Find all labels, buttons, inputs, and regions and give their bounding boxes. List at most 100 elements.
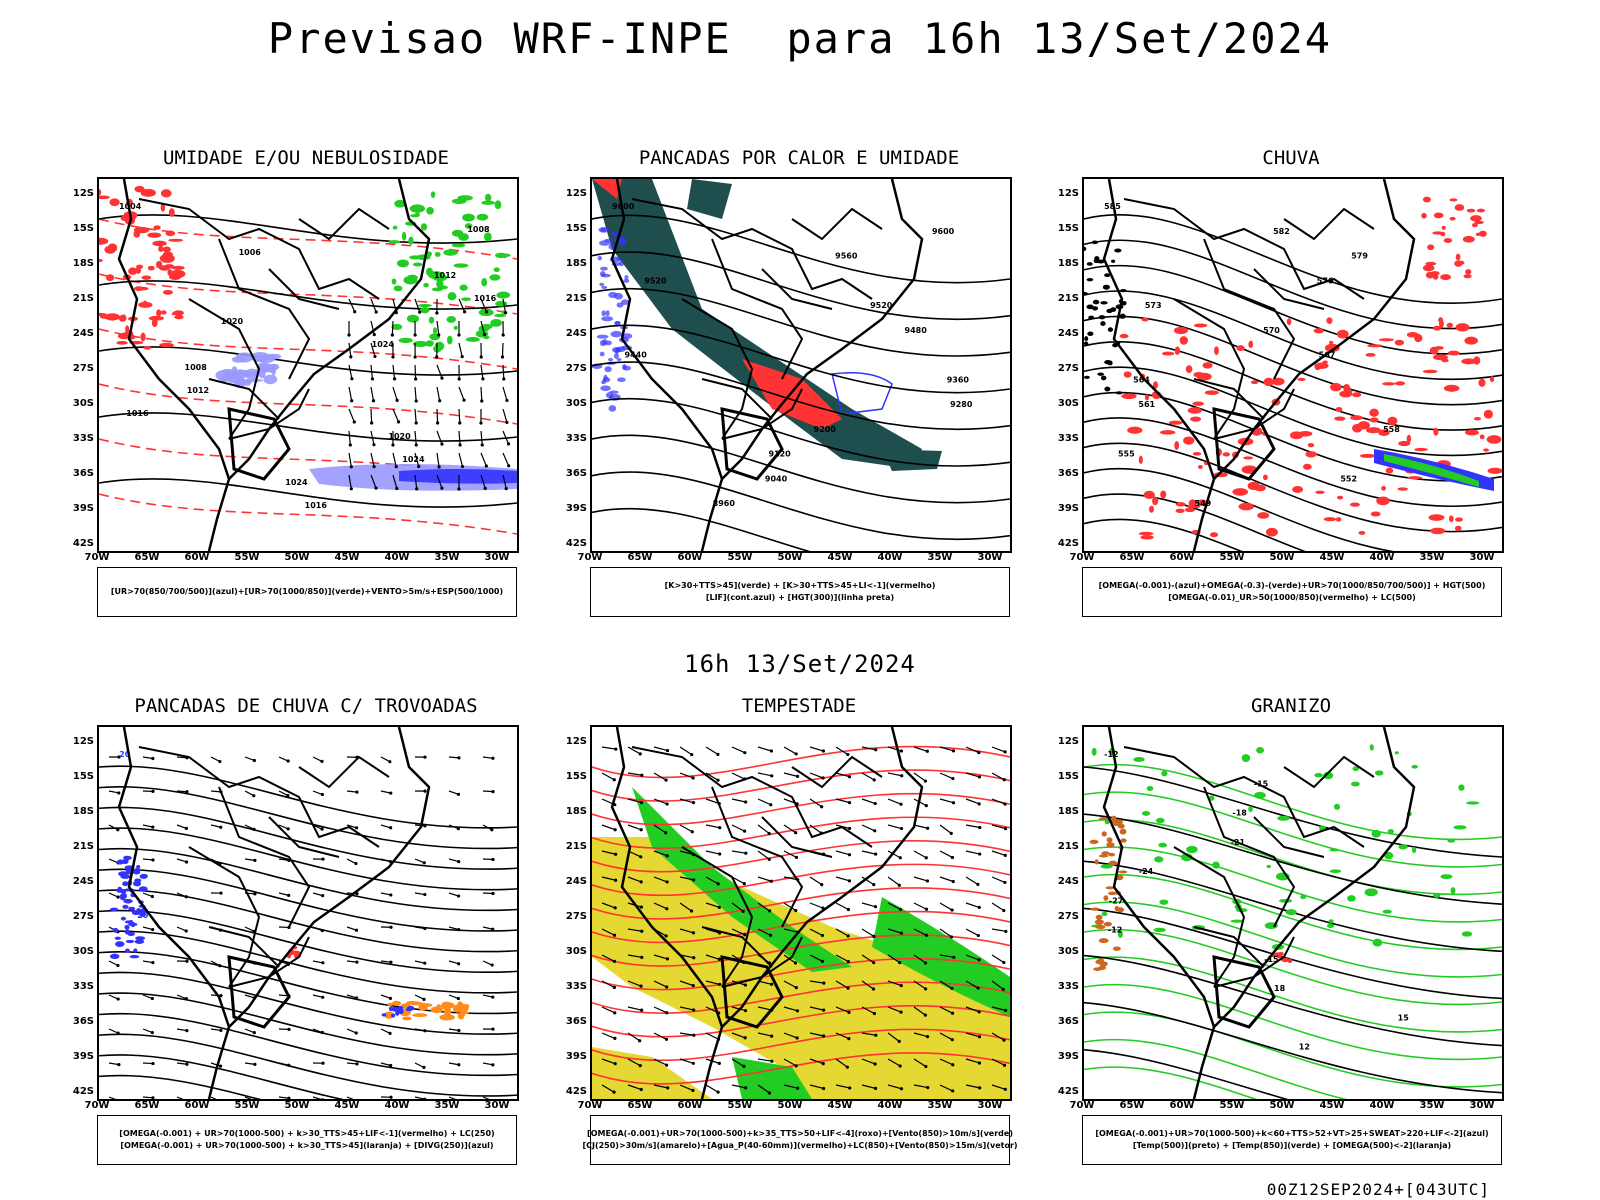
longitude-label: 70W <box>84 1100 110 1111</box>
rain-red-patch <box>1382 382 1396 386</box>
contour-line <box>1084 518 1243 551</box>
humidity-red-patch <box>147 232 162 238</box>
thunderstorm-orange-patch <box>464 1004 470 1009</box>
coastline-west <box>1102 179 1216 551</box>
streamline-arrow <box>346 858 357 865</box>
wind-vector <box>502 474 507 489</box>
wind-vector <box>809 928 823 936</box>
terrain-contour <box>1094 256 1100 261</box>
streamline-arrow <box>380 858 391 863</box>
humid-layer-patch <box>244 368 260 380</box>
temp-850-green-patch <box>1314 772 1323 778</box>
streamline-arrow <box>151 825 155 829</box>
wind-vector <box>665 802 669 806</box>
streamline-arrow <box>389 960 393 964</box>
state-border <box>1253 268 1325 310</box>
wind-vector <box>835 1032 850 1040</box>
contour-line <box>1084 239 1502 330</box>
state-border <box>1193 926 1265 968</box>
rain-red-patch <box>1433 212 1444 219</box>
streamline-arrow <box>456 792 461 796</box>
rain-red-patch <box>1334 416 1346 421</box>
rain-red-patch <box>1262 474 1268 481</box>
map-chuva: 585 582 579 576 573 570 567 564 561 558 555 552 549 <box>1082 177 1504 553</box>
wind-vector <box>717 1061 721 1065</box>
rain-red-patch <box>1238 502 1254 511</box>
wind-vector <box>664 934 668 938</box>
legend-line: [K>30+TTS>45](verde) + [K>30+TTS>45+LI<-… <box>664 581 936 590</box>
humidity-red-patch <box>136 264 144 269</box>
wind-vector <box>1003 826 1008 831</box>
rain-red-patch <box>1454 525 1462 532</box>
rain-red-patch <box>1175 508 1185 513</box>
wind-vector <box>392 377 397 381</box>
divergence-blue-patch <box>123 855 130 861</box>
longitude-label: 40W <box>384 552 410 563</box>
map-tempestade <box>590 725 1012 1101</box>
country-border-uruguay <box>720 955 784 1029</box>
wind-vector <box>436 320 440 335</box>
humidity-green-patch <box>453 325 458 330</box>
wind-vector <box>770 1034 774 1038</box>
streamline-arrow <box>414 858 425 864</box>
streamline-arrow <box>482 960 493 966</box>
legend-line: [CJ(250)>30m/s](amarelo)+[Agua_P(40-60mm… <box>582 1141 1018 1150</box>
terrain-contour <box>1104 273 1111 278</box>
streamline-arrow <box>414 1062 425 1068</box>
omega-orange-patch <box>1098 965 1107 970</box>
streamline-arrow <box>346 926 357 931</box>
longitude-label: 65W <box>134 552 160 563</box>
rain-red-patch <box>1236 345 1245 351</box>
rain-red-patch <box>1302 463 1312 470</box>
temp-850-green-patch <box>1212 861 1220 869</box>
rain-red-patch <box>1432 231 1444 235</box>
rain-red-patch <box>1250 380 1259 385</box>
latitude-label: 30S <box>1057 946 1079 957</box>
wind-vector <box>923 961 928 965</box>
omega-orange-patch <box>1275 952 1281 956</box>
wind-vector <box>965 1006 980 1013</box>
wind-vector <box>679 902 692 912</box>
humidity-red-patch <box>156 309 162 317</box>
streamline-arrow <box>244 858 255 861</box>
lif-blue-contour <box>616 357 622 362</box>
wind-vector <box>939 824 952 834</box>
divergence-blue-patch <box>129 954 140 959</box>
contour-label: 9480 <box>905 326 928 335</box>
wind-vector <box>627 746 641 755</box>
temp-850-green-patch <box>1461 931 1473 937</box>
wind-vector <box>835 1006 850 1013</box>
wind-vector <box>809 1006 824 1011</box>
wind-vector <box>502 298 507 313</box>
wind-vector <box>991 954 1005 963</box>
wind-vector <box>613 1062 617 1066</box>
state-border <box>218 238 311 380</box>
wind-vector <box>965 824 980 829</box>
wind-vector <box>504 311 508 315</box>
streamline-arrow <box>448 824 459 830</box>
state-border <box>268 268 340 310</box>
legend-line: [UR>70(850/700/500)](azul)+[UR>70(1000/8… <box>110 587 504 596</box>
wind-vector <box>501 333 505 337</box>
wind-vector <box>601 1084 615 1093</box>
wind-vector <box>924 804 928 808</box>
wind-vector <box>705 980 720 985</box>
wind-vector <box>913 1032 928 1038</box>
wind-vector <box>846 934 850 938</box>
latitude-label: 27S <box>1057 911 1079 922</box>
humidity-green-patch <box>394 199 406 208</box>
streamline-arrow <box>456 894 461 898</box>
wind-vector <box>835 902 849 911</box>
wind-vector <box>913 902 927 910</box>
wind-vector <box>460 355 464 359</box>
longitude-label: 55W <box>727 552 753 563</box>
rain-red-patch <box>1188 499 1197 509</box>
wind-vector <box>872 934 876 938</box>
streamline-arrow <box>320 759 324 764</box>
streamline-arrow <box>278 1062 289 1066</box>
latitude-label: 15S <box>1057 771 1079 782</box>
contour-line <box>99 971 517 1035</box>
streamline-arrow <box>380 1062 391 1067</box>
latitude-label: 15S <box>72 223 94 234</box>
